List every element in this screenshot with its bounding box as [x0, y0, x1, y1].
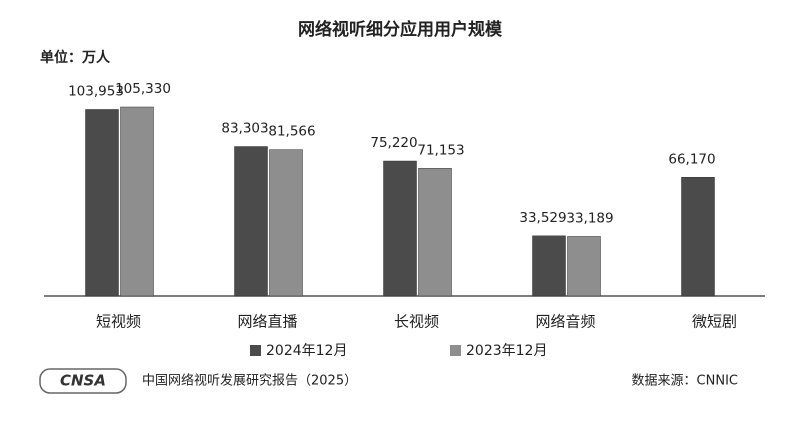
value-label: 33,529 [519, 210, 566, 226]
logo: CNSA [60, 372, 106, 390]
bar [85, 109, 119, 297]
value-label: 75,220 [370, 135, 417, 151]
bar [567, 236, 601, 297]
bar [234, 146, 268, 297]
x-tick-label: 微短剧 [692, 313, 737, 331]
legend-label: 2024年12月 [266, 343, 347, 359]
bar [532, 235, 566, 297]
unit-label: 单位：万人 [40, 49, 111, 66]
value-label: 105,330 [115, 81, 171, 97]
x-tick-label: 网络音频 [535, 313, 595, 331]
bar [681, 177, 715, 297]
value-label: 103,953 [68, 83, 124, 99]
bar [120, 106, 154, 297]
x-tick-label: 网络直播 [237, 313, 297, 331]
value-label: 66,170 [668, 151, 715, 167]
legend-swatch [450, 345, 461, 356]
footer: 中国网络视听发展研究报告（2025） [142, 373, 357, 389]
bar [383, 160, 417, 297]
x-tick-label: 长视频 [394, 313, 439, 331]
source: 数据来源：CNNIC [632, 374, 738, 389]
chart-title: 网络视听细分应用用户规模 [298, 19, 503, 40]
value-label: 33,189 [566, 210, 613, 226]
bar [269, 149, 303, 297]
value-label: 71,153 [417, 142, 464, 158]
legend-swatch [250, 345, 261, 356]
x-tick-label: 短视频 [96, 313, 141, 331]
logo-frame [39, 368, 127, 394]
value-label: 83,303 [221, 121, 268, 137]
legend-label: 2023年12月 [466, 343, 547, 359]
bar [418, 168, 452, 297]
value-label: 81,566 [268, 124, 315, 140]
